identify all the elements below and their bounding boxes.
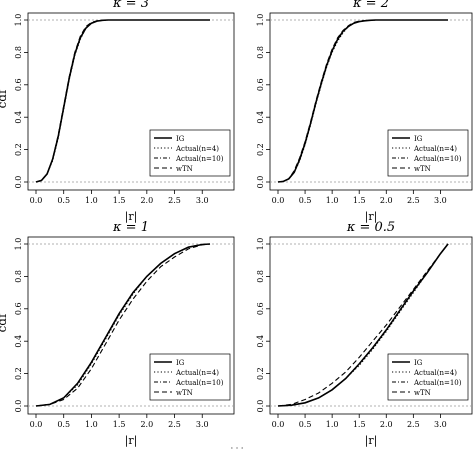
plot-frame	[269, 12, 473, 191]
series-line	[277, 243, 449, 407]
x-tick-label: 1.5	[113, 196, 126, 205]
legend-label: IG	[176, 359, 185, 367]
plot-frame	[269, 236, 473, 415]
chart-title: κ = 0.5	[346, 220, 395, 235]
y-tick-label: 1.0	[14, 238, 23, 251]
y-tick-label: 0.0	[14, 400, 23, 413]
y-axis-label: cdf	[0, 88, 9, 108]
x-tick-label: 1.0	[85, 420, 98, 429]
y-tick-label: 0.2	[14, 143, 23, 156]
plot-frame	[27, 236, 235, 415]
y-tick-label: 0.6	[14, 302, 23, 315]
x-tick-label: 0.5	[57, 196, 70, 205]
x-tick-label: 3.0	[196, 420, 209, 429]
x-tick-label: 1.0	[326, 420, 339, 429]
x-tick-label: 2.5	[168, 196, 181, 205]
y-tick-label: 1.0	[256, 14, 265, 27]
x-tick-label: 1.0	[326, 196, 339, 205]
x-tick-label: 3.0	[196, 196, 209, 205]
x-axis-label: |r|	[365, 434, 378, 448]
series-line	[35, 243, 211, 407]
legend: IG Actual(n=4) Actual(n=10) wTN	[149, 129, 231, 177]
legend-label: wTN	[414, 389, 431, 397]
x-tick-label: 2.0	[380, 196, 393, 205]
legend-label: wTN	[414, 165, 431, 173]
legend-label: Actual(n=4)	[413, 369, 457, 377]
x-tick-label: 0.0	[30, 420, 43, 429]
y-tick-label: 0.0	[14, 176, 23, 189]
legend-label: IG	[414, 135, 423, 143]
x-tick-label: 2.0	[140, 420, 153, 429]
y-tick-label: 0.4	[256, 335, 265, 348]
y-tick-label: 0.6	[14, 78, 23, 91]
x-tick-label: 1.5	[353, 420, 366, 429]
legend-label: Actual(n=10)	[175, 379, 224, 387]
plot-frame	[27, 12, 235, 191]
chart-title: κ = 3	[112, 0, 149, 11]
chart-panel-1: κ = 3 0.0 0.5 1.0 1.5 2.0 2.5 3.0 0.0 0.2 0.4 0.6 0.…	[0, 0, 235, 224]
legend-label: Actual(n=4)	[413, 145, 457, 153]
legend-label: Actual(n=4)	[175, 145, 219, 153]
y-tick-label: 0.2	[256, 143, 265, 156]
y-tick-label: 0.8	[256, 270, 265, 283]
y-tick-label: 0.2	[14, 367, 23, 380]
x-tick-label: 3.0	[434, 420, 447, 429]
series-line	[35, 243, 211, 407]
x-axis-label: |r|	[365, 210, 378, 224]
x-tick-label: 0.5	[299, 196, 312, 205]
series-line	[277, 19, 448, 183]
y-axis-label: cdf	[0, 312, 9, 332]
x-tick-label: 2.0	[380, 420, 393, 429]
y-tick-label: 0.8	[14, 270, 23, 283]
x-axis-label: |r|	[125, 434, 138, 448]
series-line	[277, 19, 448, 183]
legend-label: IG	[414, 359, 423, 367]
y-tick-label: 0.4	[14, 111, 23, 124]
x-tick-label: 2.5	[407, 420, 420, 429]
x-tick-label: 0.5	[57, 420, 70, 429]
x-tick-label: 0.0	[30, 196, 43, 205]
x-tick-label: 0.0	[272, 420, 285, 429]
y-tick-label: 1.0	[256, 238, 265, 251]
y-tick-label: 0.4	[256, 111, 265, 124]
legend-label: Actual(n=4)	[175, 369, 219, 377]
y-tick-label: 0.0	[256, 176, 265, 189]
x-tick-label: 2.5	[407, 196, 420, 205]
y-tick-label: 0.0	[256, 400, 265, 413]
legend-label: wTN	[176, 165, 193, 173]
y-tick-label: 0.8	[256, 46, 265, 59]
x-tick-label: 0.0	[272, 196, 285, 205]
y-tick-label: 0.6	[256, 78, 265, 91]
legend: IG Actual(n=4) Actual(n=10) wTN	[149, 353, 231, 401]
legend-label: IG	[176, 135, 185, 143]
x-tick-label: 1.0	[85, 196, 98, 205]
chart-panel-2: κ = 2 0.0 0.5 1.0 1.5 2.0 2.5 3.0 0.0 0.2 0.4 0.6 0.…	[256, 0, 473, 224]
y-tick-label: 0.8	[14, 46, 23, 59]
x-tick-label: 0.5	[299, 420, 312, 429]
series-line	[277, 243, 449, 407]
x-tick-label: 1.5	[113, 420, 126, 429]
legend: IG Actual(n=4) Actual(n=10) wTN	[387, 129, 469, 177]
chart-title: κ = 2	[352, 0, 389, 11]
y-tick-label: 1.0	[14, 14, 23, 27]
y-tick-label: 0.2	[256, 367, 265, 380]
x-axis-label: |r|	[125, 210, 138, 224]
x-tick-label: 1.5	[353, 196, 366, 205]
legend-label: Actual(n=10)	[175, 155, 224, 163]
chart-title: κ = 1	[112, 220, 149, 235]
y-tick-label: 0.4	[14, 335, 23, 348]
legend: IG Actual(n=4) Actual(n=10) wTN	[387, 353, 469, 401]
x-tick-label: 2.0	[140, 196, 153, 205]
legend-label: Actual(n=10)	[413, 155, 462, 163]
figure-footer: · · ·	[231, 444, 244, 453]
x-tick-label: 2.5	[168, 420, 181, 429]
chart-panel-4: κ = 0.5 0.0 0.5 1.0 1.5 2.0 2.5 3.0 0.0 0.2 0.4 0.6…	[256, 220, 473, 448]
legend-label: Actual(n=10)	[413, 379, 462, 387]
x-tick-label: 3.0	[434, 196, 447, 205]
y-tick-label: 0.6	[256, 302, 265, 315]
legend-label: wTN	[176, 389, 193, 397]
chart-panel-3: κ = 1 0.0 0.5 1.0 1.5 2.0 2.5 3.0 0.0 0.2 0.4 0.6 0.…	[0, 220, 235, 448]
series-line	[35, 19, 210, 183]
